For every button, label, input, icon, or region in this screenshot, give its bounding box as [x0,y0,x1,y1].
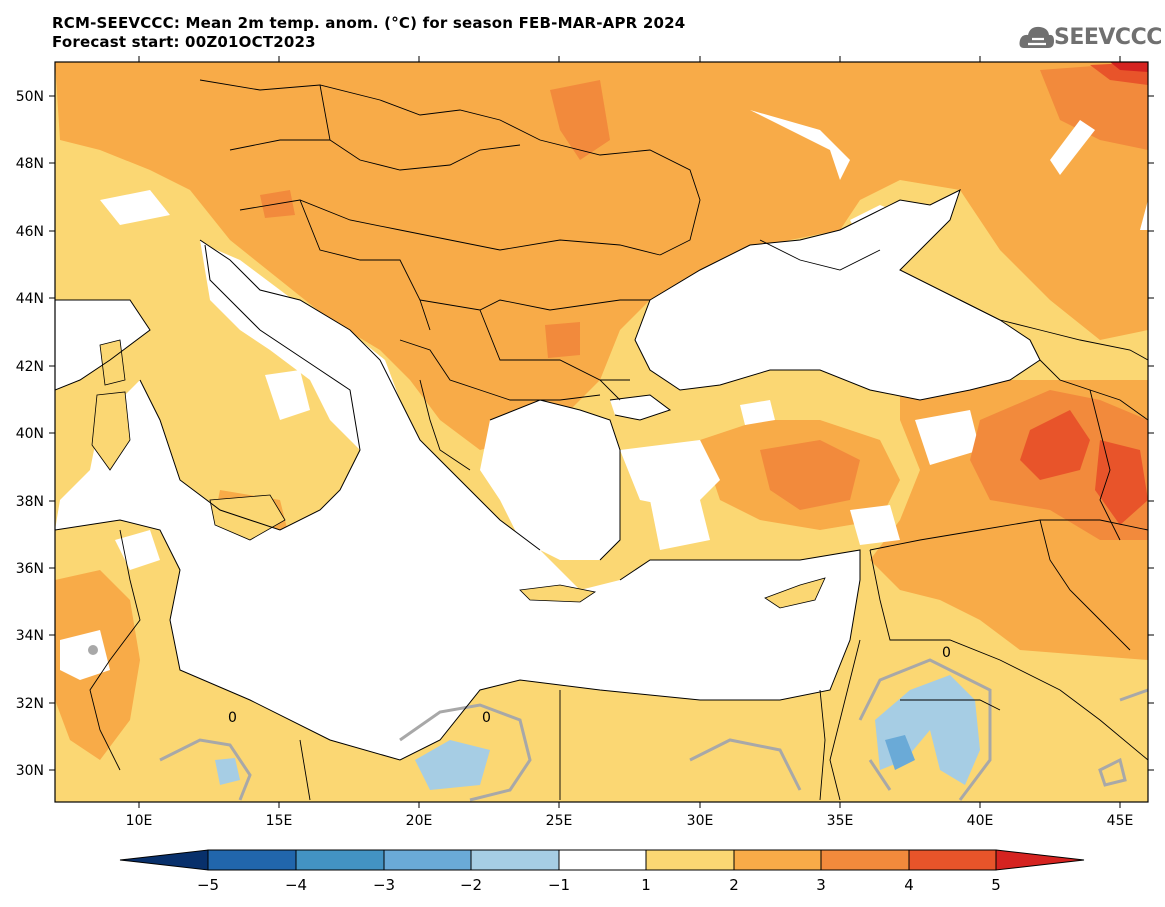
lon-label: 35E [827,813,854,829]
colorbar-segment [470,849,560,871]
lat-label: 30N [16,763,44,779]
islands [91,339,826,609]
negative-anomaly-regions [88,645,980,790]
contour-label-0: 0 [942,645,951,661]
sea-areas [55,190,1148,760]
colorbar-labels: −5 −4 −3 −2 −1 1 2 3 4 5 [197,876,1001,894]
colorbar-label: −5 [197,876,219,894]
colorbar-segment [558,849,647,871]
colorbar-label: −2 [460,876,482,894]
logo-text: SEEVCCC [1054,25,1162,50]
anomaly-neutral-land [60,190,980,680]
contour-label-0: 0 [482,710,491,726]
lat-label: 46N [16,224,44,240]
colorbar-label: 1 [641,876,651,894]
lat-label: 32N [16,696,44,712]
colorbar-segment [995,849,1085,871]
colorbar-segment [645,849,735,871]
colorbar [119,849,1085,871]
lat-label: 50N [16,89,44,105]
coastlines [55,189,1041,761]
lat-label: 36N [16,561,44,577]
colorbar-segment [383,849,472,871]
latitude-axis: 50N 48N 46N 44N 42N 40N 38N 36N 34N 32N … [16,89,1154,779]
lat-label: 48N [16,156,44,172]
colorbar-label: −1 [548,876,570,894]
colorbar-segment [207,849,297,871]
colorbar-segment [908,849,997,871]
lon-label: 25E [546,813,573,829]
colorbar-label: 2 [729,876,739,894]
lakes-rivers [750,110,1095,180]
lat-label: 44N [16,291,44,307]
colorbar-segment [119,849,209,871]
cloud-icon [1019,26,1054,48]
colorbar-label: 3 [816,876,826,894]
lon-label: 20E [406,813,433,829]
forecast-start-line: Forecast start: 00Z01OCT2023 [52,33,316,51]
colorbar-segment [295,849,385,871]
map-title-line1: RCM-SEEVCCC: Mean 2m temp. anom. (°C) fo… [52,14,686,32]
map-title: RCM-SEEVCCC: Mean 2m temp. anom. (°C) fo… [52,14,685,52]
longitude-axis: 10E 15E 20E 25E 30E 35E 40E 45E [126,56,1134,829]
lon-label: 45E [1107,813,1134,829]
lon-label: 10E [126,813,153,829]
lat-label: 38N [16,494,44,510]
zero-contours [159,658,1148,802]
colorbar-label: −4 [285,876,307,894]
lat-label: 40N [16,426,44,442]
colorbar-label: −3 [373,876,395,894]
colorbar-segment [820,849,910,871]
colorbar-label: 5 [991,876,1001,894]
lat-label: 42N [16,359,44,375]
lon-label: 15E [266,813,293,829]
colorbar-segment [733,849,822,871]
country-borders [89,79,1148,801]
map-frame [54,61,1149,803]
lon-label: 30E [687,813,714,829]
lon-label: 40E [967,813,994,829]
map-plot-area: 0 0 0 [55,62,1148,802]
seevccc-logo [1019,26,1054,48]
contour-label-0: 0 [228,710,237,726]
lat-label: 34N [16,628,44,644]
colorbar-label: 4 [904,876,914,894]
